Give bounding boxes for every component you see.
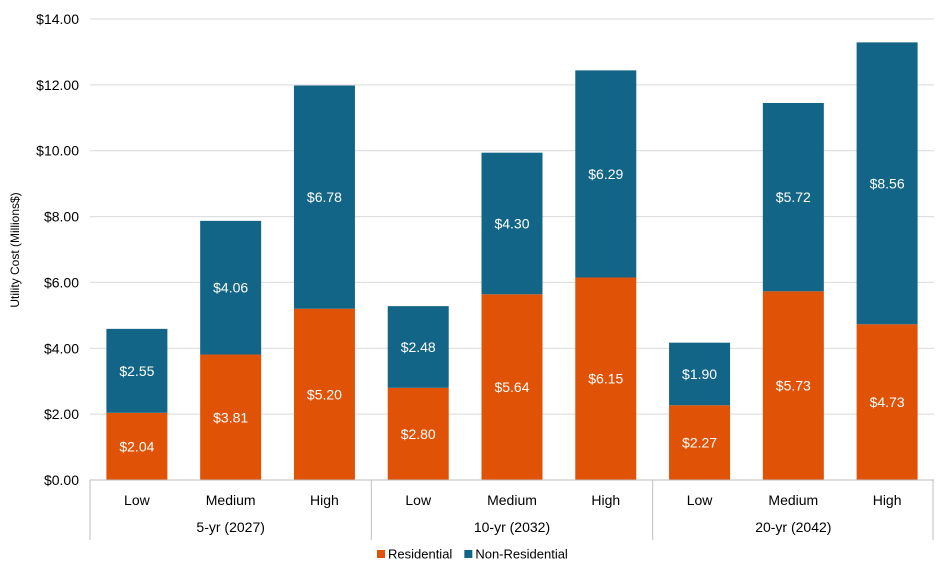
x-category-label: High: [310, 492, 339, 508]
x-category-label: Low: [124, 492, 151, 508]
data-label: $2.55: [119, 363, 154, 379]
data-label: $8.56: [870, 175, 905, 191]
legend-swatch: [464, 550, 473, 558]
bar-residential-5: [575, 277, 637, 480]
x-group-label: 10-yr (2032): [474, 519, 550, 535]
bar-residential-1: [200, 354, 262, 480]
legend-swatch: [377, 550, 385, 558]
y-tick-label: $14.00: [36, 11, 79, 27]
data-label: $5.64: [494, 379, 529, 395]
data-label: $2.04: [119, 438, 154, 454]
x-category-label: High: [591, 492, 620, 508]
x-axis: Low Medium High 5-yr (2027) Low Medium High 10-…: [89, 479, 934, 540]
y-tick-label: $12.00: [36, 77, 79, 93]
x-category-label: Low: [405, 492, 432, 508]
bar-non-residential-4: [481, 152, 543, 295]
bar-non-residential-1: [200, 220, 262, 355]
y-tick-label: $4.00: [44, 340, 79, 356]
bar-residential-7: [762, 291, 824, 480]
bar-residential-2: [293, 308, 355, 480]
data-label: $2.27: [682, 435, 717, 451]
bar-residential-0: [106, 412, 168, 480]
bar-residential-4: [481, 294, 543, 480]
y-axis-label: Utility Cost (Millions$): [8, 192, 22, 307]
x-category-label: Medium: [768, 492, 818, 508]
data-label: $4.30: [494, 215, 529, 231]
x-category-label: Medium: [206, 492, 256, 508]
x-group-label: 5-yr (2027): [196, 519, 264, 535]
bar-non-residential-2: [293, 85, 355, 309]
y-axis-ticks: $0.00 $2.00 $4.00 $6.00 $8.00 $10.00 $12.00 $14…: [36, 11, 79, 488]
bar-non-residential-3: [387, 306, 449, 388]
x-group-label: 20-yr (2042): [755, 519, 831, 535]
legend-label: Non-Residential: [475, 547, 568, 561]
bar-residential-3: [387, 387, 449, 480]
data-label: $6.15: [588, 371, 623, 387]
x-category-label: Medium: [487, 492, 537, 508]
data-label: $4.06: [213, 280, 248, 296]
bar-non-residential-6: [669, 342, 731, 406]
data-label: $2.48: [401, 339, 436, 355]
x-category-label: High: [873, 492, 902, 508]
bar-non-residential-8: [856, 42, 918, 325]
bar-non-residential-0: [106, 328, 168, 413]
data-label: $5.72: [776, 189, 811, 205]
data-labels: $2.04 $3.81 $5.20 $2.80 $5.64 $6.15 $2.27 $5.73…: [119, 166, 904, 454]
data-label: $3.81: [213, 409, 248, 425]
data-label: $6.78: [307, 189, 342, 205]
y-tick-label: $6.00: [44, 274, 79, 290]
bar-non-residential-5: [575, 70, 637, 278]
data-label: $2.80: [401, 426, 436, 442]
data-label: $6.29: [588, 166, 623, 182]
bar-non-residential-7: [762, 102, 824, 292]
bar-residential-8: [856, 324, 918, 480]
data-label: $4.73: [870, 394, 905, 410]
y-tick-label: $10.00: [36, 143, 79, 159]
y-tick-label: $0.00: [44, 472, 79, 488]
legend: Residential Non-Residential: [377, 547, 568, 561]
legend-label: Residential: [388, 547, 452, 561]
bars: [106, 42, 918, 480]
y-tick-label: $8.00: [44, 209, 79, 225]
bar-residential-6: [669, 405, 731, 480]
data-label: $1.90: [682, 366, 717, 382]
x-category-label: Low: [687, 492, 714, 508]
y-tick-label: $2.00: [44, 406, 79, 422]
data-label: $5.20: [307, 386, 342, 402]
data-label: $5.73: [776, 378, 811, 394]
